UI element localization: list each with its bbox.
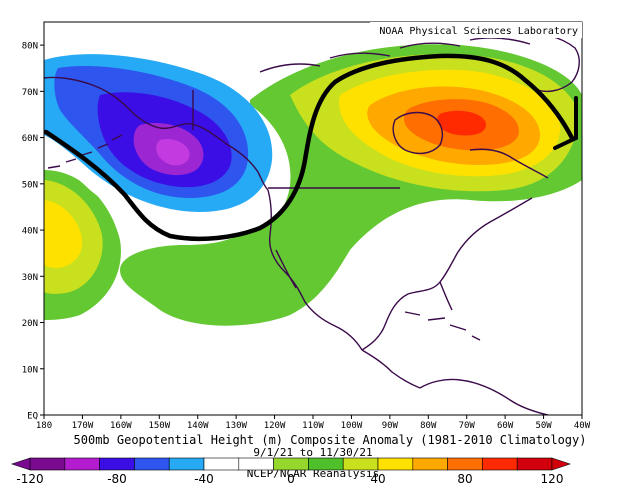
colorbar-min-arrow [11, 457, 31, 471]
lon-tick-label: 120W [264, 421, 286, 431]
colorbar-swatch [482, 457, 518, 471]
credit-label: NOAA Physical Sciences Laboratory [379, 26, 578, 37]
lat-tick-label: 20N [22, 319, 38, 329]
lat-tick-label: 80N [22, 42, 38, 52]
colorbar-label: 0 [287, 472, 295, 486]
lon-tick-label: 140W [187, 421, 209, 431]
jet-stream-arrowhead [553, 96, 578, 150]
anomaly-fields [44, 44, 582, 326]
lon-tick-label: 130W [225, 421, 247, 431]
colorbar-swatch [273, 457, 309, 471]
colorbar-swatch [238, 457, 274, 471]
lon-tick-label: 40W [574, 421, 591, 431]
negative-anomaly-magenta [156, 139, 190, 166]
colorbar-label: -120 [16, 472, 43, 486]
map-title: 500mb Geopotential Height (m) Composite … [74, 433, 587, 447]
alaska-coast [44, 76, 269, 191]
baja [275, 249, 297, 289]
colorbar-label: 80 [457, 472, 472, 486]
lon-tick-label: 80W [420, 421, 437, 431]
lon-tick-label: 90W [382, 421, 399, 431]
lon-tick-label: 150W [148, 421, 170, 431]
lon-tick-label: 170W [72, 421, 94, 431]
lat-tick-label: EQ [27, 412, 38, 422]
lon-tick-label: 180 [36, 421, 52, 431]
colorbar-swatch [134, 457, 170, 471]
aleutians [47, 134, 123, 169]
colorbar-swatch [516, 457, 553, 471]
colorbar-swatch [29, 457, 66, 471]
florida [439, 281, 453, 311]
north-america-west-coast [267, 189, 363, 351]
canadian-arctic [259, 37, 531, 73]
lon-tick-label: 50W [535, 421, 552, 431]
colorbar-label: 120 [541, 472, 564, 486]
lon-tick-label: 70W [459, 421, 476, 431]
colorbar-swatch [412, 457, 448, 471]
colorbar-swatch [447, 457, 483, 471]
lat-tick-label: 30N [22, 273, 38, 283]
colorbar-swatch [308, 457, 344, 471]
colorbar-swatch [64, 457, 100, 471]
lat-tick-label: 70N [22, 88, 38, 98]
positive-anomaly-red [437, 110, 486, 136]
date-range: 9/1/21 to 11/30/21 [253, 446, 372, 459]
credit-box [370, 22, 582, 38]
colorbar-label: -40 [194, 472, 214, 486]
lat-tick-label: 40N [22, 227, 38, 237]
lon-tick-label: 110W [302, 421, 324, 431]
colorbar-label: 40 [370, 472, 385, 486]
coastlines [44, 33, 580, 415]
lon-tick-label: 60W [497, 421, 514, 431]
lon-tick-label: 160W [110, 421, 132, 431]
jet-stream-annotation [43, 53, 575, 242]
colorbar: -120 -80 -40 0 40 80 120 [11, 457, 571, 486]
lat-tick-label: 60N [22, 134, 38, 144]
colorbar-swatch [168, 457, 205, 471]
colorbar-swatch [377, 457, 414, 471]
central-america [361, 349, 421, 389]
caribbean [404, 311, 481, 341]
hudson-bay [392, 111, 444, 155]
lat-tick-label: 50N [22, 180, 38, 190]
colorbar-max-arrow [551, 457, 571, 471]
positive-anomaly-yellow-west [44, 200, 83, 268]
colorbar-swatch [99, 457, 135, 471]
lat-tick-label: 10N [22, 365, 38, 375]
labrador-coast [469, 148, 549, 179]
colorbar-swatch [342, 457, 379, 471]
colorbar-swatch [203, 457, 240, 471]
lon-tick-label: 100W [341, 421, 363, 431]
south-america [419, 378, 549, 415]
colorbar-label: -80 [107, 472, 127, 486]
